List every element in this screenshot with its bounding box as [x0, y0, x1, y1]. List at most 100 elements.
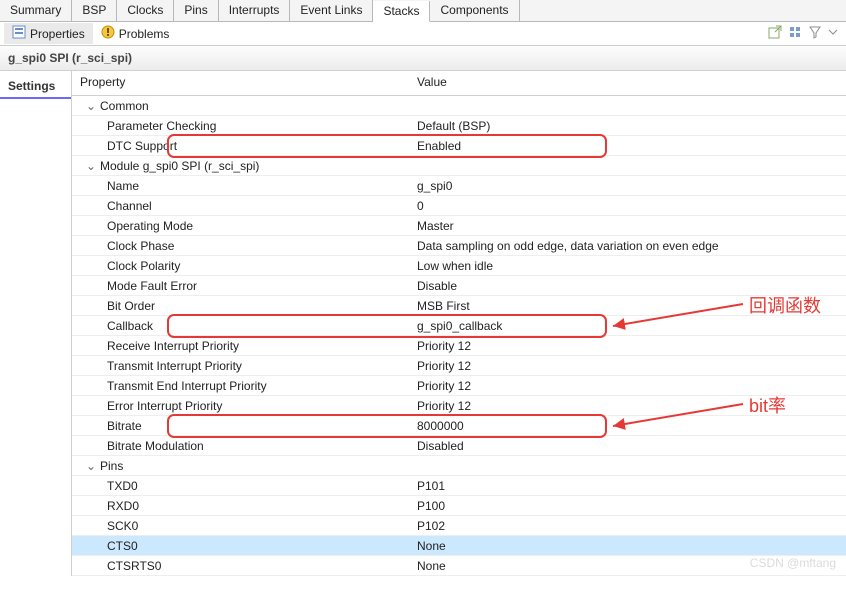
properties-table: Property Value ⌄ Common Parameter Checking…	[72, 71, 846, 576]
property-row[interactable]: Bitrate 8000000	[72, 416, 846, 436]
tree-mode-icon[interactable]	[788, 25, 802, 42]
property-row[interactable]: Clock Phase Data sampling on odd edge, da…	[72, 236, 846, 256]
tab-components[interactable]: Components	[430, 0, 519, 21]
property-name: Mode Fault Error	[107, 279, 197, 293]
property-name: Operating Mode	[107, 219, 193, 233]
property-row[interactable]: RXD0 P100	[72, 496, 846, 516]
tab-summary[interactable]: Summary	[0, 0, 72, 21]
views-bar: Properties Problems	[0, 22, 846, 46]
property-value: Priority 12	[417, 379, 471, 393]
property-value: Master	[417, 219, 454, 233]
properties-icon	[12, 25, 26, 42]
property-row[interactable]: Error Interrupt Priority Priority 12	[72, 396, 846, 416]
property-name: Bit Order	[107, 299, 155, 313]
property-value: None	[417, 559, 446, 573]
property-value: 8000000	[417, 419, 464, 433]
group-header[interactable]: ⌄ Pins	[72, 456, 846, 476]
menu-icon[interactable]	[828, 25, 838, 42]
property-row[interactable]: Receive Interrupt Priority Priority 12	[72, 336, 846, 356]
property-row[interactable]: Operating Mode Master	[72, 216, 846, 236]
property-value: Priority 12	[417, 399, 471, 413]
property-value: 0	[417, 199, 424, 213]
property-row[interactable]: Callback g_spi0_callback	[72, 316, 846, 336]
chevron-down-icon: ⌄	[86, 459, 96, 473]
tab-clocks[interactable]: Clocks	[117, 0, 174, 21]
property-name: Callback	[107, 319, 153, 333]
property-name: Channel	[107, 199, 152, 213]
property-row[interactable]: SCK0 P102	[72, 516, 846, 536]
property-row[interactable]: Bitrate Modulation Disabled	[72, 436, 846, 456]
property-name: CTSRTS0	[107, 559, 161, 573]
property-value: MSB First	[417, 299, 470, 313]
property-value: Enabled	[417, 139, 461, 153]
property-row[interactable]: Clock Polarity Low when idle	[72, 256, 846, 276]
property-name: RXD0	[107, 499, 139, 513]
property-row[interactable]: Parameter Checking Default (BSP)	[72, 116, 846, 136]
component-title: g_spi0 SPI (r_sci_spi)	[0, 46, 846, 71]
property-row[interactable]: DTC Support Enabled	[72, 136, 846, 156]
filter-icon[interactable]	[808, 25, 822, 42]
group-header[interactable]: ⌄ Common	[72, 96, 846, 116]
view-properties-label: Properties	[30, 27, 85, 41]
property-name: Receive Interrupt Priority	[107, 339, 239, 353]
property-value: Priority 12	[417, 339, 471, 353]
property-value: g_spi0_callback	[417, 319, 502, 333]
property-name: CTS0	[107, 539, 138, 553]
property-value: None	[417, 539, 446, 553]
property-row[interactable]: CTS0 None	[72, 536, 846, 556]
property-row[interactable]: Mode Fault Error Disable	[72, 276, 846, 296]
tab-stacks[interactable]: Stacks	[373, 1, 430, 22]
view-properties[interactable]: Properties	[4, 23, 93, 44]
view-problems-label: Problems	[119, 27, 170, 41]
property-row[interactable]: CTSRTS0 None	[72, 556, 846, 576]
property-row[interactable]: TXD0 P101	[72, 476, 846, 496]
side-tab-bar: Settings	[0, 71, 72, 576]
header-property: Property	[72, 75, 417, 89]
property-value: g_spi0	[417, 179, 452, 193]
group-label: Pins	[100, 459, 123, 473]
tab-interrupts[interactable]: Interrupts	[219, 0, 291, 21]
problems-icon	[101, 25, 115, 42]
property-name: Transmit End Interrupt Priority	[107, 379, 267, 393]
view-problems[interactable]: Problems	[93, 23, 178, 44]
property-name: SCK0	[107, 519, 138, 533]
property-value: Disable	[417, 279, 457, 293]
property-name: TXD0	[107, 479, 138, 493]
property-name: Name	[107, 179, 139, 193]
chevron-down-icon: ⌄	[86, 99, 96, 113]
property-name: Clock Phase	[107, 239, 174, 253]
view-toolbar	[768, 25, 842, 42]
new-window-icon[interactable]	[768, 25, 782, 42]
property-name: Bitrate Modulation	[107, 439, 204, 453]
group-header[interactable]: ⌄ Module g_spi0 SPI (r_sci_spi)	[72, 156, 846, 176]
property-name: Error Interrupt Priority	[107, 399, 222, 413]
side-tab-settings[interactable]: Settings	[0, 75, 71, 99]
property-value: Data sampling on odd edge, data variatio…	[417, 239, 719, 253]
property-value: Default (BSP)	[417, 119, 490, 133]
group-label: Module g_spi0 SPI (r_sci_spi)	[100, 159, 259, 173]
tab-event-links[interactable]: Event Links	[290, 0, 373, 21]
property-name: Transmit Interrupt Priority	[107, 359, 242, 373]
property-value: Priority 12	[417, 359, 471, 373]
header-value: Value	[417, 75, 846, 89]
property-value: P101	[417, 479, 445, 493]
property-name: Parameter Checking	[107, 119, 216, 133]
property-row[interactable]: Transmit End Interrupt Priority Priority …	[72, 376, 846, 396]
property-name: Bitrate	[107, 419, 142, 433]
property-name: DTC Support	[107, 139, 177, 153]
chevron-down-icon: ⌄	[86, 159, 96, 173]
tab-pins[interactable]: Pins	[174, 0, 218, 21]
property-value: P100	[417, 499, 445, 513]
property-name: Clock Polarity	[107, 259, 180, 273]
property-row[interactable]: Bit Order MSB First	[72, 296, 846, 316]
property-value: Disabled	[417, 439, 464, 453]
property-row[interactable]: Name g_spi0	[72, 176, 846, 196]
table-header: Property Value	[72, 71, 846, 96]
property-row[interactable]: Transmit Interrupt Priority Priority 12	[72, 356, 846, 376]
top-tab-bar: Summary BSP Clocks Pins Interrupts Event…	[0, 0, 846, 22]
tab-bsp[interactable]: BSP	[72, 0, 117, 21]
property-value: Low when idle	[417, 259, 493, 273]
group-label: Common	[100, 99, 149, 113]
property-row[interactable]: Channel 0	[72, 196, 846, 216]
property-value: P102	[417, 519, 445, 533]
